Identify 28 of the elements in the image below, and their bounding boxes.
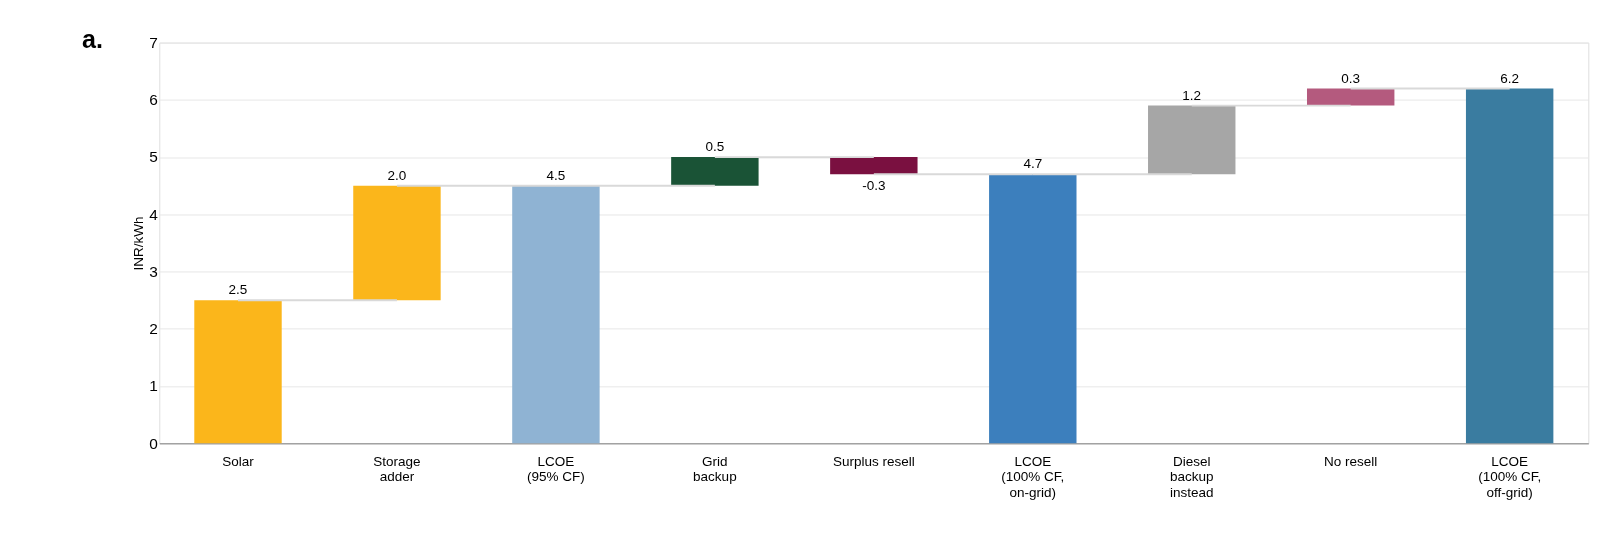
y-tick-label: 5 xyxy=(149,148,158,166)
text: a. xyxy=(82,25,104,54)
y-tick-label: 7 xyxy=(149,33,158,51)
x-tick-label: Surplus resell xyxy=(832,454,915,470)
x-tick-label: Grid backup xyxy=(693,454,737,485)
data-label: 6.2 xyxy=(1500,70,1520,86)
data-label: 1.2 xyxy=(1182,87,1202,103)
data-label: 4.5 xyxy=(546,167,566,183)
x-tick-label: No resell xyxy=(1324,454,1378,470)
data-label: 4.7 xyxy=(1023,156,1043,172)
x-tick-label: Solar xyxy=(222,454,255,470)
y-tick-label: 6 xyxy=(149,91,158,109)
x-tick-label: LCOE (95% CF) xyxy=(527,454,585,485)
x-tick-label: LCOE (100% CF, on-grid) xyxy=(1001,454,1065,500)
data-label: 2.5 xyxy=(228,282,248,298)
x-tick-label: Diesel backup instead xyxy=(1169,454,1214,500)
data-label: 0.5 xyxy=(705,139,725,155)
data-label: 0.3 xyxy=(1341,70,1361,86)
y-tick-label: 2 xyxy=(149,320,158,338)
y-tick-label: 4 xyxy=(149,205,159,223)
data-label: -0.3 xyxy=(862,177,886,193)
y-axis-title: INR/kWh xyxy=(130,216,146,271)
y-tick-label: 1 xyxy=(149,377,158,395)
y-tick-label: 3 xyxy=(149,262,158,280)
x-tick-label: Storage adder xyxy=(373,454,421,485)
x-tick-label: LCOE (100% CF, off-grid) xyxy=(1478,454,1542,500)
data-label: 2.0 xyxy=(387,167,407,183)
y-tick-label: 0 xyxy=(149,434,158,452)
